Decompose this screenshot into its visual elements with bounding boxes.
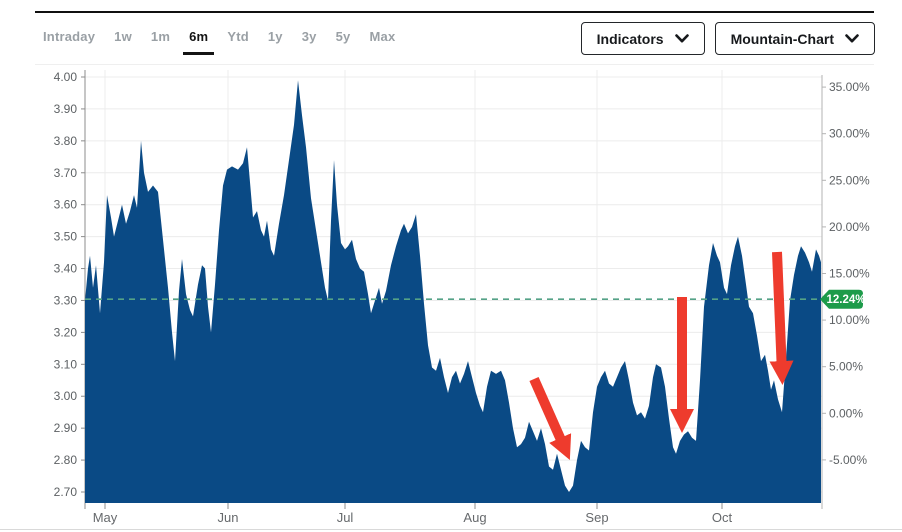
toolbar: Intraday 1w 1m 6m Ytd 1y 3y 5y Max Indicators Mo… — [37, 22, 875, 55]
range-5y[interactable]: 5y — [330, 23, 357, 55]
price-tick-label: 3.00 — [54, 389, 78, 403]
price-tick-label: 2.90 — [54, 421, 78, 435]
range-1y[interactable]: 1y — [262, 23, 289, 55]
range-ytd[interactable]: Ytd — [221, 23, 255, 55]
percent-tick-label: -5.00% — [829, 453, 867, 467]
toolbar-actions: Indicators Mountain-Chart — [580, 22, 875, 55]
price-tick-label: 4.00 — [54, 70, 78, 84]
price-tick-label: 3.90 — [54, 102, 78, 116]
range-1m[interactable]: 1m — [145, 23, 176, 55]
price-tick-label: 3.40 — [54, 262, 78, 276]
percent-tick-label: 25.00% — [829, 173, 870, 187]
down-arrow-icon — [529, 376, 572, 460]
percent-tick-label: 35.00% — [829, 80, 870, 94]
bottom-divider — [0, 529, 902, 530]
down-arrow-icon — [769, 251, 794, 385]
percent-tick-label: 15.00% — [829, 267, 870, 281]
percent-tick-label: 30.00% — [829, 127, 870, 141]
range-intraday[interactable]: Intraday — [37, 23, 101, 55]
percent-tick-label: 0.00% — [829, 406, 863, 420]
price-area-series[interactable] — [85, 80, 821, 503]
month-label: Jul — [337, 510, 354, 525]
month-label: Sep — [585, 510, 608, 525]
range-6m[interactable]: 6m — [183, 23, 215, 55]
top-divider — [35, 11, 874, 13]
price-tick-label: 3.30 — [54, 293, 78, 307]
change-badge: 12.24% — [820, 289, 866, 309]
percent-tick-label: 10.00% — [829, 313, 870, 327]
month-label: Aug — [463, 510, 486, 525]
range-selector: Intraday 1w 1m 6m Ytd 1y 3y 5y Max — [37, 23, 401, 55]
axis-labels: 4.00 3.90 3.80 3.70 3.60 3.50 3.40 3.30 3.20 3.10… — [54, 70, 870, 525]
chevron-down-icon — [674, 34, 689, 43]
range-3y[interactable]: 3y — [296, 23, 323, 55]
month-label: Jun — [218, 510, 239, 525]
annotation-arrows — [529, 251, 794, 460]
chart-type-button[interactable]: Mountain-Chart — [714, 22, 875, 55]
indicators-button[interactable]: Indicators — [580, 22, 705, 55]
price-tick-label: 3.50 — [54, 230, 78, 244]
range-1w[interactable]: 1w — [108, 23, 138, 55]
change-badge-shape — [820, 289, 863, 309]
chevron-down-icon — [845, 34, 859, 43]
price-tick-label: 2.70 — [54, 485, 78, 499]
price-tick-label: 3.60 — [54, 198, 78, 212]
chart-type-label: Mountain-Chart — [730, 30, 834, 47]
month-label: May — [93, 510, 118, 525]
change-badge-label: 12.24% — [826, 294, 865, 306]
price-tick-label: 3.70 — [54, 166, 78, 180]
price-tick-label: 3.10 — [54, 357, 78, 371]
percent-tick-label: 5.00% — [829, 360, 863, 374]
toolbar-divider — [35, 64, 874, 65]
percent-tick-label: 20.00% — [829, 220, 870, 234]
price-tick-label: 3.20 — [54, 325, 78, 339]
range-max[interactable]: Max — [364, 23, 402, 55]
month-label: Oct — [712, 510, 733, 525]
price-tick-label: 3.80 — [54, 134, 78, 148]
indicators-label: Indicators — [596, 30, 664, 47]
price-tick-label: 2.80 — [54, 453, 78, 467]
